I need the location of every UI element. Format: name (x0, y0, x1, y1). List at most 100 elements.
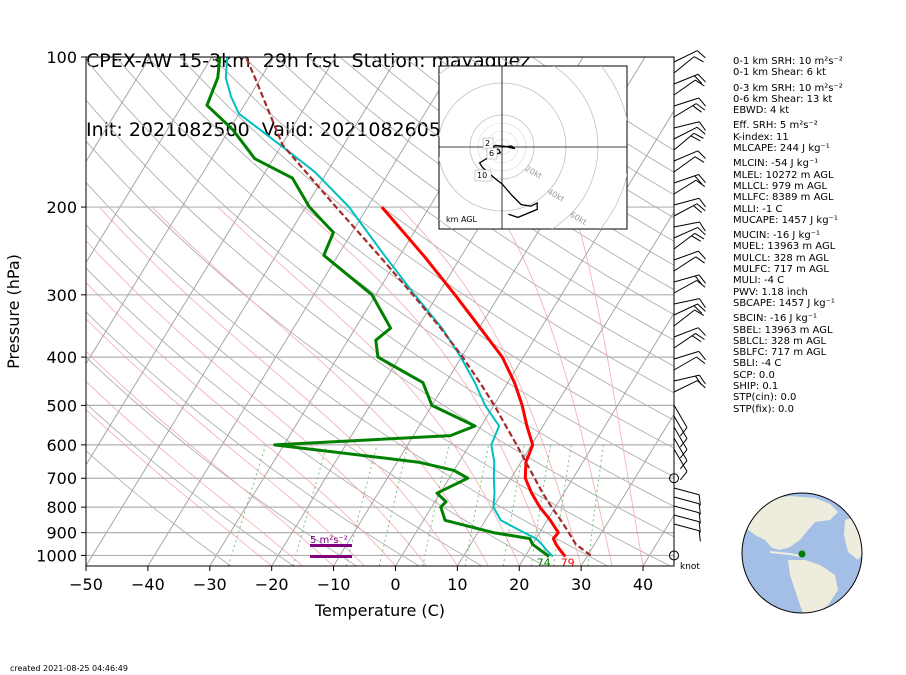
wind-units-label: knot (680, 562, 700, 572)
parcel-profile (244, 57, 592, 557)
index-row: 0-1 km SRH: 10 m²s⁻² (733, 56, 843, 67)
index-row: SBLFC: 717 m AGL (733, 347, 827, 359)
isotherm (86, 57, 275, 365)
wind-barb (673, 50, 706, 63)
mixing-ratio-line (378, 444, 409, 566)
index-row: SBCAPE: 1457 J kg⁻¹ (733, 297, 835, 309)
axes: −50 −40 −30 −20 −10 0 10 20 30 40 100 200 300 400 500 6… (4, 48, 653, 620)
srh-marker: 5 m²s⁻² (310, 535, 352, 558)
isotherm (456, 211, 674, 566)
dry-adiabat (211, 57, 674, 394)
mixing-ratio-line (530, 444, 552, 566)
wind-barb (673, 174, 706, 185)
dry-adiabat (371, 57, 674, 266)
dry-adiabat (86, 181, 608, 566)
pressure-grid (86, 57, 674, 557)
south-america-shape (788, 560, 838, 613)
wind-barb (673, 150, 706, 162)
wind-barb (673, 327, 706, 338)
wind-barb (673, 203, 706, 217)
index-row: MUEL: 13963 m AGL (733, 241, 836, 253)
wind-barb (673, 121, 706, 131)
dry-adiabat (275, 57, 674, 341)
index-row: STP(fix): 0.0 (733, 403, 794, 415)
mixing-ratio-line (345, 444, 378, 566)
north-america-shape (742, 496, 838, 550)
index-row: SBLCL: 328 m AGL (733, 335, 827, 347)
dry-adiabat (147, 57, 674, 449)
x-tick-label: 20 (509, 575, 529, 594)
moist-adiabat (217, 206, 520, 566)
indices-panel: 0-1 km SRH: 10 m²s⁻² 0-1 km Shear: 6 kt 0-… (733, 56, 843, 415)
wind-barb (673, 250, 706, 261)
y-tick-label: 300 (46, 286, 77, 305)
wind-barb (673, 126, 706, 140)
wind-barb (673, 380, 706, 393)
wind-barb (673, 356, 706, 371)
srh-bar-upper (310, 544, 352, 547)
x-tick-label: −10 (317, 575, 351, 594)
index-row: MLLCL: 979 m AGL (733, 180, 828, 192)
x-tick-label: 0 (390, 575, 400, 594)
isotherm (86, 57, 213, 264)
index-row: SBCIN: -16 J kg⁻¹ (733, 313, 818, 325)
calm-circle (669, 473, 679, 484)
calm-circle (669, 550, 679, 561)
index-row: K-index: 11 (733, 131, 789, 143)
svg-text:6: 6 (489, 149, 494, 158)
y-tick-label: 600 (46, 436, 77, 455)
dry-adiabat (179, 57, 674, 421)
svg-text:10: 10 (477, 171, 487, 180)
background-lines (86, 57, 674, 566)
index-row: 0-6 km Shear: 13 kt (733, 93, 833, 105)
hodograph-trace (478, 144, 538, 219)
moist-adiabat (86, 409, 272, 566)
moist-adiabat (86, 281, 396, 566)
wind-barb (673, 274, 706, 285)
index-row: SBLI: -4 C (733, 358, 782, 370)
wind-barb (673, 487, 701, 506)
wind-barb (673, 79, 705, 96)
moist-adiabat (98, 206, 458, 566)
index-row: MLEL: 10272 m AGL (733, 169, 834, 181)
index-row: 0-1 km Shear: 6 kt (733, 67, 826, 79)
wind-barb (673, 303, 706, 316)
wetbulb-profile (224, 57, 554, 558)
index-row: 0-3 km SRH: 10 m²s⁻² (733, 82, 843, 94)
wind-barb (673, 496, 701, 515)
wind-barb (673, 350, 707, 361)
x-axis-label: Temperature (C) (314, 601, 445, 620)
wind-barbs (669, 50, 707, 566)
index-row: PWV: 1.18 inch (733, 286, 808, 298)
wind-barb (673, 514, 701, 533)
x-tick-label: 30 (571, 575, 591, 594)
hodograph-label: km AGL (446, 215, 478, 224)
moist-adiabat (398, 206, 582, 566)
isotherm (86, 57, 336, 466)
x-tick-label: −30 (193, 575, 227, 594)
wind-barb (673, 523, 701, 542)
x-tick-label: 40 (633, 575, 653, 594)
profiles (205, 57, 592, 558)
wind-barb (673, 103, 706, 118)
wind-barb (673, 309, 705, 327)
wind-barb (673, 197, 706, 208)
wind-barb (673, 333, 705, 349)
wind-barb (673, 226, 706, 239)
wind-barb (673, 132, 704, 151)
index-row: SHIP: 0.1 (733, 381, 779, 393)
isotherm (518, 312, 674, 566)
index-row: MLCAPE: 244 J kg⁻¹ (733, 143, 830, 155)
dry-adiabat (86, 59, 674, 507)
isotherm (580, 413, 674, 566)
mixing-ratio-line (553, 444, 572, 566)
srh-label: 5 m²s⁻² (310, 535, 348, 546)
wind-barb (673, 505, 701, 524)
index-row: EBWD: 4 kt (733, 105, 790, 117)
dry-adiabat (86, 99, 674, 538)
moist-adiabat (495, 206, 613, 566)
y-tick-label: 200 (46, 198, 77, 217)
wind-barb (673, 179, 706, 195)
